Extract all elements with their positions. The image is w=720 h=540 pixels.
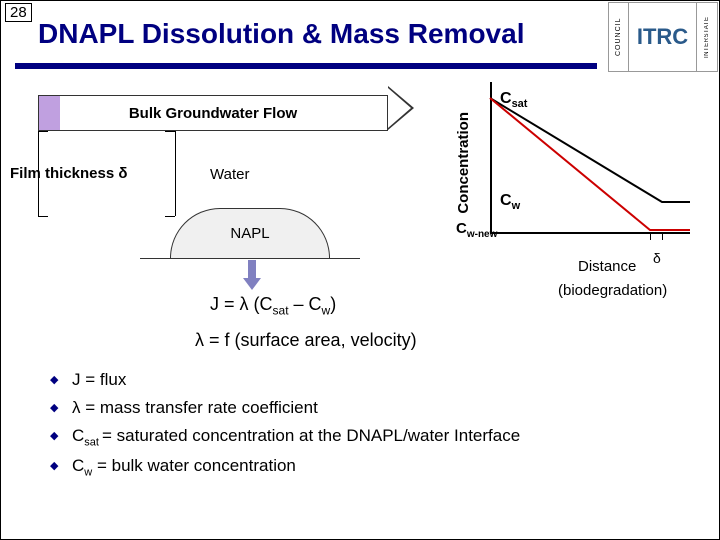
itrc-logo: COUNCIL ITRC INTERSTATE	[608, 2, 718, 72]
logo-right-text: INTERSTATE	[697, 3, 717, 71]
csat-label: Csat	[500, 90, 527, 110]
flux-equation: J = λ (Csat – Cw)	[210, 294, 336, 318]
down-arrow-icon	[248, 260, 256, 278]
definition-item: λ = mass transfer rate coefficient	[50, 398, 520, 418]
logo-left-text: COUNCIL	[609, 3, 629, 71]
ground-line	[140, 258, 360, 259]
biodegradation-label: (biodegradation)	[558, 282, 667, 299]
film-bracket	[165, 216, 175, 217]
dissolution-diagram: Bulk Groundwater Flow Film thickness δ W…	[10, 90, 440, 270]
cwnew-label: Cw-new	[456, 220, 497, 240]
title-rule-thin	[15, 68, 597, 69]
delta-symbol: δ	[653, 250, 661, 266]
slide-title: DNAPL Dissolution & Mass Removal	[38, 18, 524, 50]
film-bracket	[38, 216, 48, 217]
definitions-list: J = flux λ = mass transfer rate coefficie…	[50, 370, 520, 487]
definition-item: J = flux	[50, 370, 520, 390]
napl-dome: NAPL	[170, 208, 330, 258]
x-axis-label: Distance	[578, 258, 636, 275]
concentration-chart: Concentration Csat Cw Cw-new Distance δ …	[440, 82, 710, 272]
film-bracket	[175, 131, 176, 216]
flow-band: Bulk Groundwater Flow	[38, 95, 388, 131]
definition-item: Csat = saturated concentration at the DN…	[50, 426, 520, 448]
lambda-equation: λ = f (surface area, velocity)	[195, 330, 417, 351]
cw-label: Cw	[500, 192, 520, 212]
film-thickness-label: Film thickness δ	[10, 165, 127, 182]
delta-tick	[662, 232, 663, 240]
water-label: Water	[210, 166, 249, 183]
logo-center-text: ITRC	[629, 3, 697, 71]
delta-tick	[650, 232, 651, 240]
film-bracket	[165, 131, 175, 132]
flow-arrowhead-icon	[388, 86, 414, 130]
page-number: 28	[5, 3, 32, 22]
film-bracket	[38, 131, 48, 132]
definition-item: Cw = bulk water concentration	[50, 456, 520, 478]
